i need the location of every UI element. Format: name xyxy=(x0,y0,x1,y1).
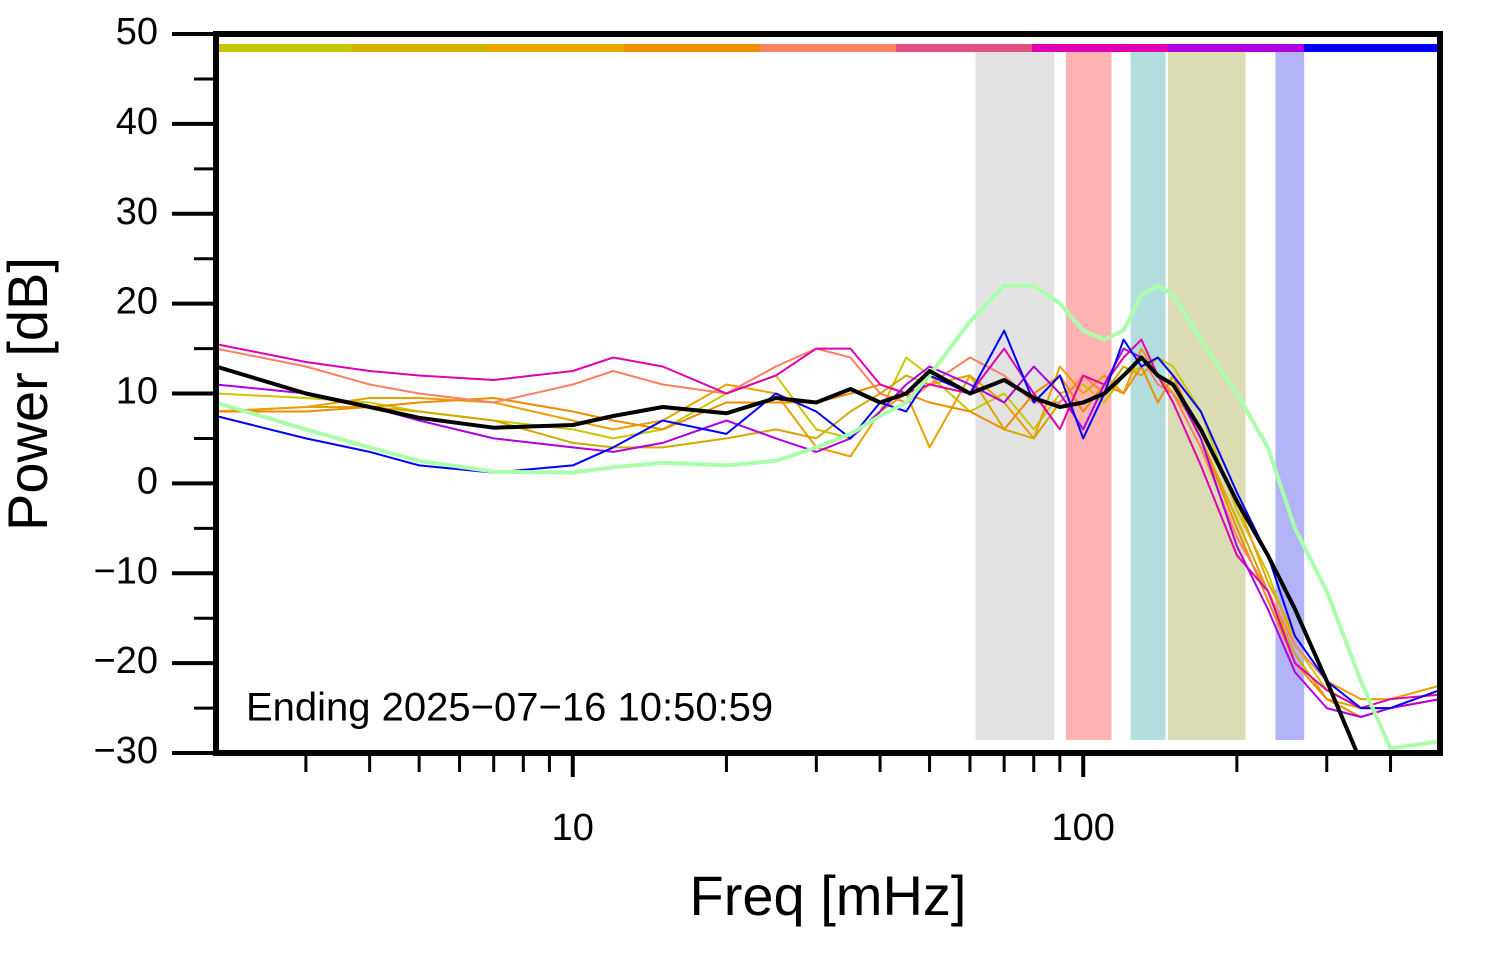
annotation: Ending 2025−07−16 10:50:59 xyxy=(246,686,773,730)
y-tick-label: 30 xyxy=(116,191,158,233)
color-bar-segment xyxy=(760,44,896,52)
y-tick-label: 10 xyxy=(116,371,158,413)
color-bar-segment xyxy=(1032,44,1168,52)
y-tick-label: −30 xyxy=(94,730,158,772)
series-line xyxy=(216,347,1440,710)
frequency-band xyxy=(975,52,1055,740)
series-line xyxy=(216,338,1440,710)
frequency-band xyxy=(1130,52,1166,740)
y-tick-label: −10 xyxy=(94,550,158,592)
series-line xyxy=(216,329,1440,710)
color-bar-segment xyxy=(896,44,1032,52)
y-tick-label: −20 xyxy=(94,640,158,682)
x-tick-label: 10 xyxy=(552,807,594,849)
color-bar-segment xyxy=(216,44,352,52)
y-tick-label: 20 xyxy=(116,281,158,323)
y-tick-label: 0 xyxy=(137,460,158,502)
series-line xyxy=(216,355,1360,753)
color-bar-segment xyxy=(624,44,760,52)
series-line xyxy=(216,365,1440,718)
x-tick-label: 100 xyxy=(1052,807,1115,849)
color-bar-segment xyxy=(1168,44,1304,52)
series-line xyxy=(216,347,1440,701)
series-line xyxy=(216,283,1440,751)
series-line xyxy=(216,347,1440,718)
color-bar-segment xyxy=(488,44,624,52)
x-axis-title: Freq [mHz] xyxy=(690,864,967,927)
y-tick-label: 40 xyxy=(116,101,158,143)
y-tick-label: 50 xyxy=(116,11,158,53)
series-line xyxy=(216,356,1440,710)
color-bar-segment xyxy=(352,44,488,52)
color-bar-segment xyxy=(1304,44,1440,52)
plot-frame xyxy=(213,31,1443,756)
y-axis-title: Power [dB] xyxy=(0,257,59,531)
